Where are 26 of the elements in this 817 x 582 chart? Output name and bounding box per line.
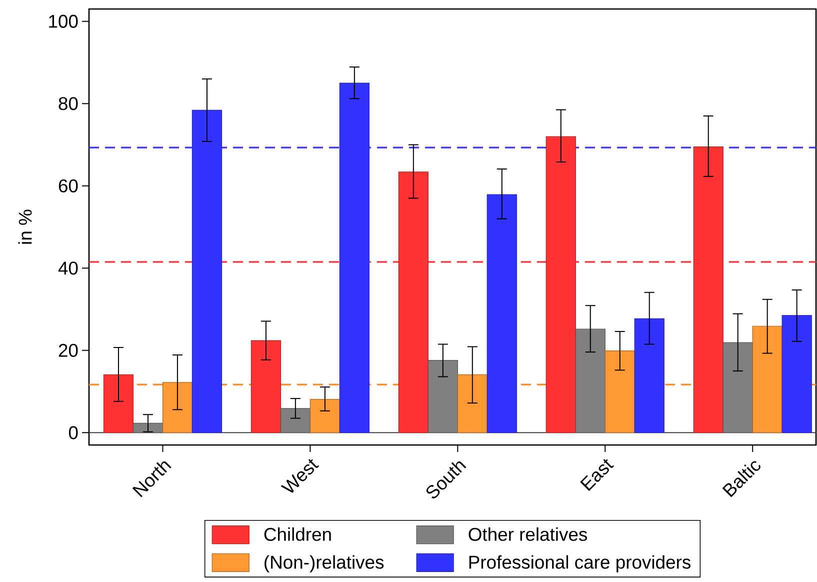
y-tick-label: 0: [68, 426, 78, 440]
legend-label: Other relatives: [468, 527, 588, 541]
bar: [752, 326, 782, 433]
bar: [103, 374, 134, 433]
bar: [310, 399, 340, 433]
y-axis-title: in %: [18, 210, 32, 244]
bar: [634, 318, 664, 433]
bar: [486, 194, 517, 433]
y-tick-label: 20: [58, 344, 78, 357]
legend-label: (Non-)relatives: [264, 555, 384, 572]
bar: [604, 350, 635, 433]
y-tick-label: 80: [58, 97, 78, 110]
bar: [250, 340, 282, 433]
bar: [457, 374, 488, 433]
bar: [722, 342, 753, 433]
bar: [280, 408, 310, 433]
bar: [575, 328, 606, 433]
bar: [782, 315, 812, 433]
legend-label: Children: [264, 527, 331, 541]
bar: [132, 422, 164, 433]
y-tick-label: 40: [58, 262, 78, 275]
y-tick-label: 100: [49, 14, 78, 28]
bar: [428, 360, 458, 433]
legend-label: Professional care providers: [469, 555, 690, 572]
bar: [693, 146, 724, 433]
y-tick-label: 60: [58, 179, 78, 192]
